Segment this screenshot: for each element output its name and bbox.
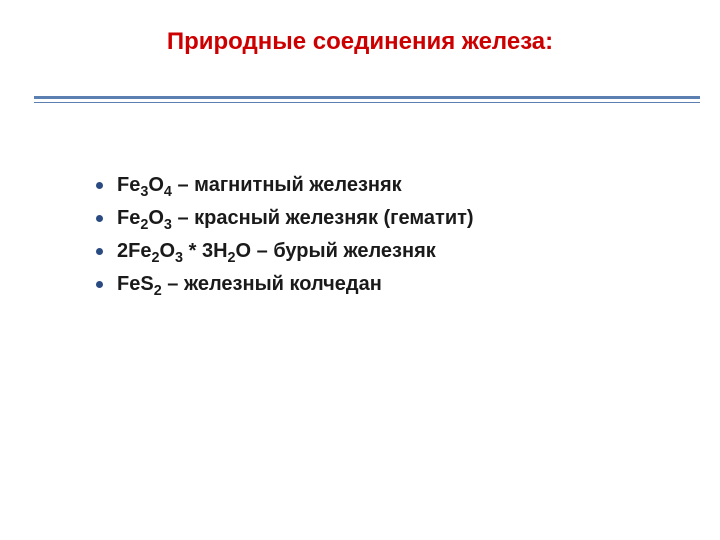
formula: 2Fe2O3 * 3H2O <box>117 240 251 262</box>
description: – магнитный железняк <box>172 174 402 196</box>
formula: Fe3O4 <box>117 174 172 196</box>
formula: FeS2 <box>117 273 162 295</box>
divider-thin <box>34 102 700 103</box>
bullet-icon <box>96 281 103 288</box>
list-item-text: Fe2O3 – красный железняк (гематит) <box>117 205 474 232</box>
divider-thick <box>34 96 700 99</box>
list-item-text: 2Fe2O3 * 3H2O – бурый железняк <box>117 238 436 265</box>
bullet-icon <box>96 248 103 255</box>
bullet-list: Fe3O4 – магнитный железняк Fe2O3 – красн… <box>96 172 680 304</box>
description: – железный колчедан <box>162 273 382 295</box>
description: – красный железняк (гематит) <box>172 207 474 229</box>
description: – бурый железняк <box>251 240 436 262</box>
list-item: Fe3O4 – магнитный железняк <box>96 172 680 199</box>
slide-title: Природные соединения железа: <box>0 28 720 56</box>
list-item: 2Fe2O3 * 3H2O – бурый железняк <box>96 238 680 265</box>
list-item: FeS2 – железный колчедан <box>96 271 680 298</box>
list-item-text: FeS2 – железный колчедан <box>117 271 382 298</box>
formula: Fe2O3 <box>117 207 172 229</box>
list-item: Fe2O3 – красный железняк (гематит) <box>96 205 680 232</box>
bullet-icon <box>96 182 103 189</box>
slide: Природные соединения железа: Fe3O4 – маг… <box>0 0 720 540</box>
list-item-text: Fe3O4 – магнитный железняк <box>117 172 402 199</box>
bullet-icon <box>96 215 103 222</box>
